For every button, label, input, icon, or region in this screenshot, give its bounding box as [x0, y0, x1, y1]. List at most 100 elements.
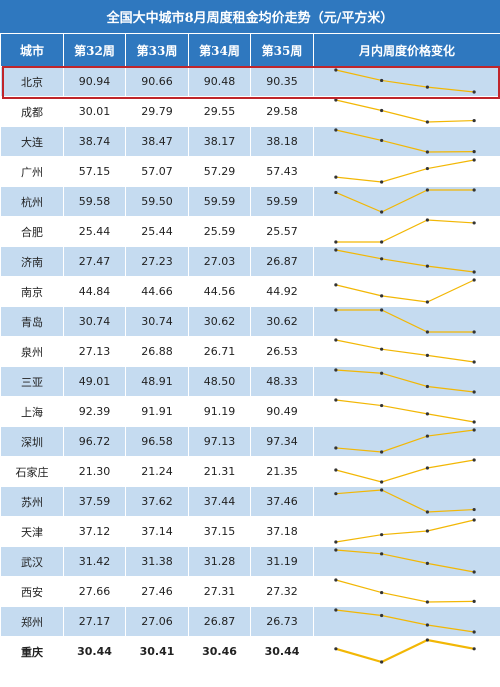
value-cell: 57.07: [125, 156, 189, 187]
sparkline-point: [425, 623, 429, 627]
sparkline-point: [334, 647, 338, 651]
sparkline-point: [380, 108, 384, 113]
sparkline: [334, 338, 476, 364]
sparkline-point: [380, 590, 384, 595]
sparkline-point: [472, 570, 476, 574]
table-title: 全国大中城市8月周度租金均价走势（元/平方米）: [0, 0, 500, 33]
value-cell: 59.59: [250, 186, 314, 217]
value-cell: 27.13: [63, 336, 126, 367]
city-cell: 南京: [0, 276, 64, 307]
sparkline: [334, 488, 476, 514]
sparkline: [334, 68, 476, 94]
sparkline-line: [335, 219, 475, 243]
value-cell: 90.35: [250, 66, 314, 97]
city-cell: 深圳: [0, 426, 64, 457]
value-cell: 27.46: [125, 576, 189, 607]
table-row: 苏州 37.59 37.62 37.44 37.46: [0, 486, 500, 517]
sparkline-point: [425, 638, 429, 642]
value-cell: 30.44: [250, 636, 314, 667]
sparkline-point: [334, 398, 338, 402]
value-cell: 30.41: [125, 636, 189, 667]
header-week-33: 第33周: [125, 33, 189, 67]
sparkline-point: [425, 412, 429, 416]
sparkline: [334, 248, 476, 274]
sparkline-cell: [313, 186, 500, 217]
value-cell: 30.74: [125, 306, 189, 337]
city-cell: 济南: [0, 246, 64, 277]
sparkline-point: [425, 330, 429, 334]
sparkline-point: [380, 533, 384, 537]
sparkline-point: [380, 450, 384, 454]
sparkline-cell: [313, 336, 500, 367]
sparkline-point: [472, 221, 476, 225]
value-cell: 30.74: [63, 306, 126, 337]
sparkline: [334, 518, 476, 544]
header-city: 城市: [0, 33, 64, 67]
sparkline: [334, 218, 476, 244]
table-row: 武汉 31.42 31.38 31.28 31.19: [0, 546, 500, 577]
sparkline-cell: [313, 126, 500, 157]
city-cell: 合肥: [0, 216, 64, 247]
sparkline-point: [472, 599, 476, 603]
value-cell: 21.30: [63, 456, 126, 487]
value-cell: 26.73: [250, 606, 314, 637]
sparkline-point: [472, 330, 476, 334]
header-row: 城市 第32周 第33周 第34周 第35周 月内周度价格变化: [0, 33, 500, 67]
table-row: 青岛 30.74 30.74 30.62 30.62: [0, 306, 500, 337]
sparkline-point: [472, 647, 476, 651]
table-row: 广州 57.15 57.07 57.29 57.43: [0, 156, 500, 187]
sparkline-line: [335, 579, 475, 603]
sparkline-point: [380, 403, 384, 408]
sparkline-line: [335, 129, 475, 153]
city-cell: 北京: [0, 66, 64, 97]
sparkline-line: [335, 309, 475, 333]
table-row: 天津 37.12 37.14 37.15 37.18: [0, 516, 500, 547]
sparkline-point: [380, 660, 384, 664]
value-cell: 26.53: [250, 336, 314, 367]
value-cell: 44.92: [250, 276, 314, 307]
value-cell: 59.58: [63, 186, 126, 217]
value-cell: 90.49: [250, 396, 314, 427]
city-cell: 成都: [0, 96, 64, 127]
sparkline-cell: [313, 456, 500, 487]
value-cell: 26.88: [125, 336, 189, 367]
sparkline-point: [334, 175, 338, 179]
rent-price-table: 城市 第32周 第33周 第34周 第35周 月内周度价格变化 北京 90.94 9…: [0, 33, 500, 667]
value-cell: 92.39: [63, 396, 126, 427]
value-cell: 25.57: [250, 216, 314, 247]
value-cell: 21.24: [125, 456, 189, 487]
sparkline-point: [472, 518, 476, 522]
sparkline-cell: [313, 426, 500, 457]
sparkline-cell: [313, 96, 500, 127]
sparkline-point: [380, 371, 384, 375]
value-cell: 57.29: [188, 156, 251, 187]
sparkline-point: [334, 128, 338, 132]
sparkline-cell: [313, 66, 500, 97]
city-cell: 杭州: [0, 186, 64, 217]
sparkline-cell: [313, 606, 500, 637]
value-cell: 26.87: [250, 246, 314, 277]
value-cell: 27.03: [188, 246, 251, 277]
sparkline-point: [380, 78, 384, 83]
sparkline-point: [472, 150, 476, 154]
value-cell: 48.50: [188, 366, 251, 397]
city-cell: 天津: [0, 516, 64, 547]
value-cell: 48.91: [125, 366, 189, 397]
value-cell: 21.31: [188, 456, 251, 487]
value-cell: 30.44: [63, 636, 126, 667]
sparkline-point: [425, 353, 429, 357]
sparkline-point: [334, 190, 338, 195]
sparkline-point: [334, 308, 338, 312]
sparkline: [334, 548, 476, 574]
sparkline-point: [380, 294, 384, 298]
header-week-32: 第32周: [63, 33, 126, 67]
sparkline: [334, 458, 476, 484]
value-cell: 49.01: [63, 366, 126, 397]
sparkline-point: [472, 428, 476, 432]
value-cell: 90.48: [188, 66, 251, 97]
sparkline-point: [472, 390, 476, 394]
sparkline-point: [425, 150, 429, 154]
table-row: 大连 38.74 38.47 38.17 38.18: [0, 126, 500, 157]
sparkline-cell: [313, 306, 500, 337]
sparkline-point: [334, 548, 338, 552]
